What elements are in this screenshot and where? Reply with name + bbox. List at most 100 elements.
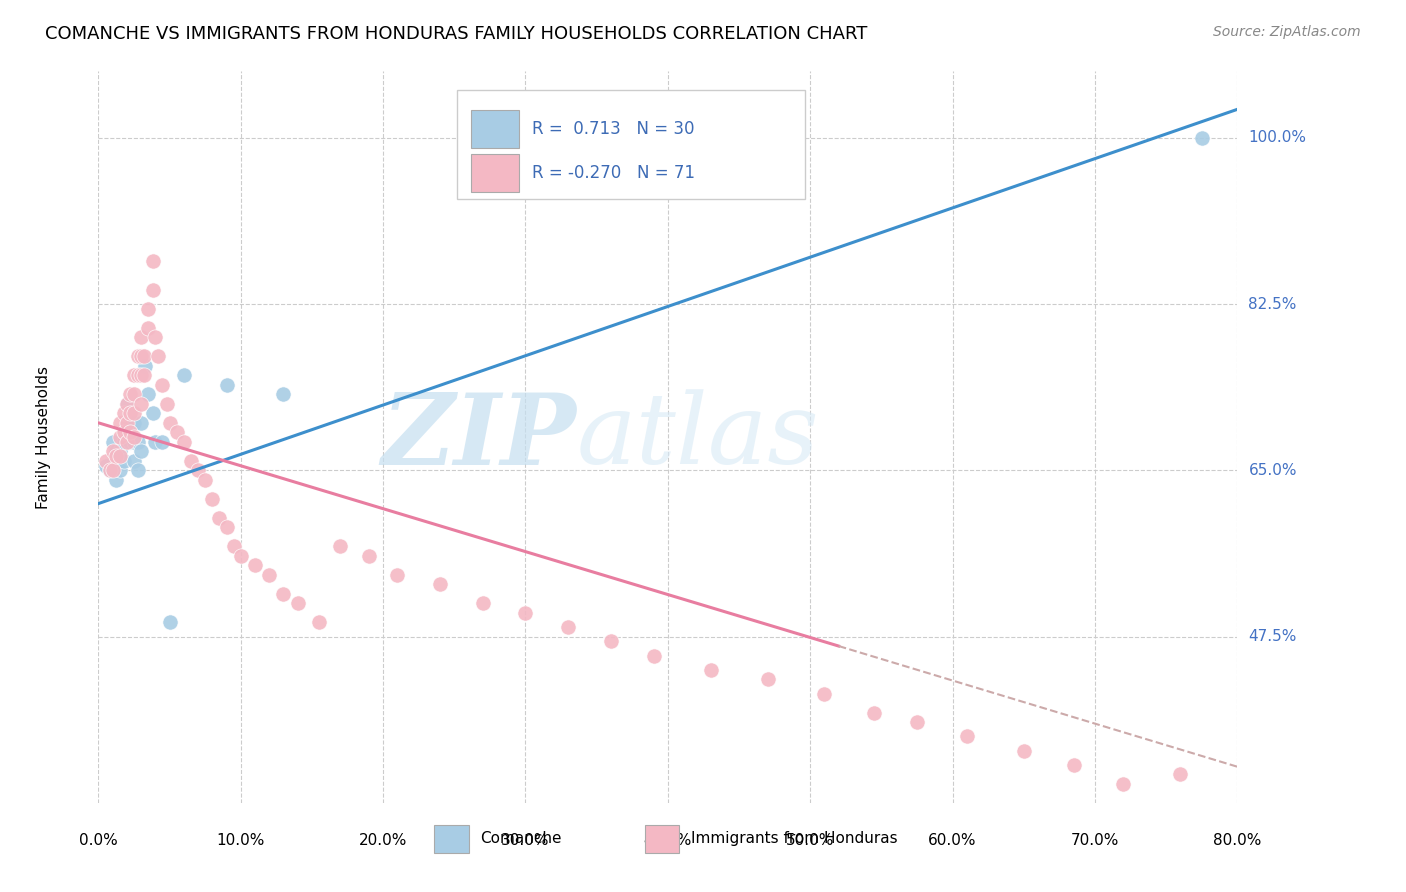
Text: 60.0%: 60.0% bbox=[928, 833, 977, 848]
Text: 47.5%: 47.5% bbox=[1249, 629, 1296, 644]
Point bbox=[108, 449, 131, 463]
Point bbox=[115, 397, 138, 411]
Text: 20.0%: 20.0% bbox=[359, 833, 408, 848]
Point bbox=[118, 416, 141, 430]
Point bbox=[118, 406, 141, 420]
Point bbox=[94, 458, 117, 473]
Point bbox=[122, 368, 145, 383]
FancyBboxPatch shape bbox=[471, 110, 519, 148]
FancyBboxPatch shape bbox=[434, 825, 468, 853]
Point bbox=[136, 321, 159, 335]
Point bbox=[194, 473, 217, 487]
Point bbox=[112, 454, 135, 468]
Point bbox=[229, 549, 252, 563]
Text: 65.0%: 65.0% bbox=[1249, 463, 1296, 478]
Text: ZIP: ZIP bbox=[382, 389, 576, 485]
Point bbox=[699, 663, 721, 677]
Point bbox=[515, 606, 537, 620]
Text: COMANCHE VS IMMIGRANTS FROM HONDURAS FAMILY HOUSEHOLDS CORRELATION CHART: COMANCHE VS IMMIGRANTS FROM HONDURAS FAM… bbox=[45, 25, 868, 43]
Point bbox=[273, 587, 295, 601]
Point bbox=[1191, 131, 1213, 145]
Point bbox=[222, 539, 245, 553]
Point bbox=[557, 620, 579, 634]
Point bbox=[1063, 757, 1085, 772]
Text: 100.0%: 100.0% bbox=[1249, 130, 1306, 145]
Point bbox=[108, 416, 131, 430]
Point bbox=[108, 444, 131, 458]
Point bbox=[387, 567, 409, 582]
Point bbox=[115, 397, 138, 411]
Point bbox=[122, 406, 145, 420]
Point bbox=[122, 387, 145, 401]
Point bbox=[112, 425, 135, 440]
Text: Family Households: Family Households bbox=[37, 366, 51, 508]
Point bbox=[187, 463, 209, 477]
Point bbox=[127, 434, 149, 449]
Point bbox=[115, 434, 138, 449]
Point bbox=[201, 491, 224, 506]
Text: 80.0%: 80.0% bbox=[1213, 833, 1261, 848]
Point bbox=[1112, 777, 1135, 791]
Point bbox=[112, 434, 135, 449]
Point bbox=[273, 387, 295, 401]
Point bbox=[287, 596, 309, 610]
Point bbox=[122, 454, 145, 468]
Text: 70.0%: 70.0% bbox=[1071, 833, 1119, 848]
Point bbox=[101, 444, 124, 458]
Point bbox=[429, 577, 451, 591]
FancyBboxPatch shape bbox=[471, 154, 519, 192]
Point bbox=[145, 434, 167, 449]
Point bbox=[1012, 743, 1035, 757]
Point bbox=[180, 454, 202, 468]
Point bbox=[104, 449, 127, 463]
Point bbox=[813, 687, 835, 701]
Point bbox=[215, 377, 238, 392]
Point bbox=[243, 558, 266, 573]
Text: atlas: atlas bbox=[576, 390, 820, 484]
Point bbox=[136, 301, 159, 316]
Point bbox=[122, 434, 145, 449]
Point bbox=[600, 634, 623, 648]
Point bbox=[357, 549, 380, 563]
Point bbox=[145, 330, 167, 344]
Point bbox=[94, 454, 117, 468]
Point bbox=[129, 330, 152, 344]
Point bbox=[141, 406, 163, 420]
Point bbox=[129, 416, 152, 430]
Point bbox=[127, 368, 149, 383]
Point bbox=[132, 349, 155, 363]
Point bbox=[173, 434, 195, 449]
Point bbox=[118, 425, 141, 440]
Point bbox=[863, 706, 886, 720]
Point bbox=[643, 648, 665, 663]
Point bbox=[956, 729, 979, 743]
Point bbox=[129, 368, 152, 383]
Point bbox=[148, 349, 170, 363]
Point bbox=[122, 416, 145, 430]
Text: Source: ZipAtlas.com: Source: ZipAtlas.com bbox=[1213, 25, 1361, 39]
Point bbox=[136, 387, 159, 401]
Point bbox=[152, 434, 174, 449]
FancyBboxPatch shape bbox=[645, 825, 679, 853]
Point bbox=[118, 387, 141, 401]
Text: 40.0%: 40.0% bbox=[644, 833, 692, 848]
Point bbox=[127, 463, 149, 477]
Point bbox=[141, 254, 163, 268]
Point bbox=[132, 368, 155, 383]
Point bbox=[756, 673, 779, 687]
Point bbox=[152, 377, 174, 392]
Point bbox=[101, 434, 124, 449]
Text: 30.0%: 30.0% bbox=[502, 833, 550, 848]
Point bbox=[141, 283, 163, 297]
Point bbox=[127, 349, 149, 363]
Text: R = -0.270   N = 71: R = -0.270 N = 71 bbox=[533, 164, 696, 182]
Point bbox=[208, 511, 231, 525]
Point bbox=[129, 349, 152, 363]
Point bbox=[159, 615, 181, 630]
Point bbox=[115, 416, 138, 430]
Point bbox=[329, 539, 352, 553]
Point bbox=[134, 359, 156, 373]
Text: 0.0%: 0.0% bbox=[79, 833, 118, 848]
Point bbox=[156, 397, 179, 411]
Point bbox=[215, 520, 238, 534]
